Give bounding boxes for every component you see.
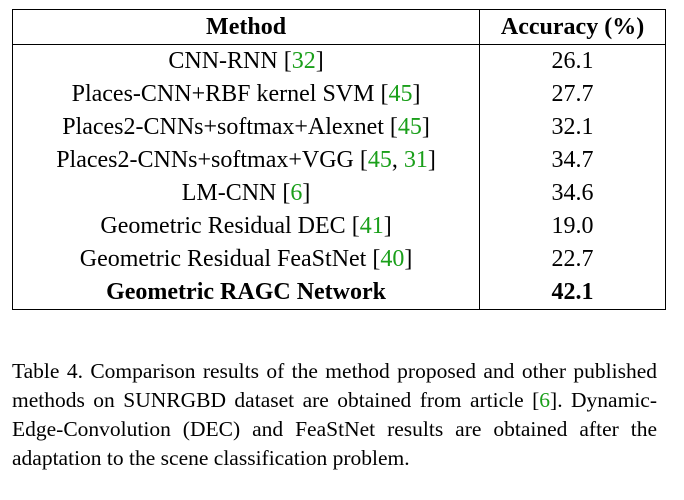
table-row: LM-CNN [6] 34.6 — [12, 177, 666, 210]
method-cell: Places2-CNNs+softmax+Alexnet [45] — [12, 111, 481, 144]
accuracy-cell: 19.0 — [551, 213, 594, 239]
accuracy-cell: 22.7 — [551, 246, 594, 272]
method-cell: CNN-RNN [32] — [12, 44, 481, 78]
method-column-header: Method — [12, 9, 481, 45]
table-body: CNN-RNN [32] 26.1 Places-CNN+RBF kernel SV… — [12, 44, 666, 310]
method-name: Places2-CNNs+softmax+VGG — [56, 147, 354, 173]
accuracy-cell: 26.1 — [551, 48, 594, 74]
method-name: Geometric RAGC Network — [106, 279, 386, 305]
method-name: Geometric Residual DEC — [100, 213, 346, 239]
table-row: Places-CNN+RBF kernel SVM [45] 27.7 — [12, 78, 666, 111]
table-caption: Table 4. Comparison results of the metho… — [12, 357, 657, 473]
caption-citation-link[interactable]: 6 — [539, 387, 551, 412]
accuracy-cell: 42.1 — [551, 279, 594, 305]
accuracy-cell: 32.1 — [551, 114, 594, 140]
method-cell: Places2-CNNs+softmax+VGG [45, 31] — [12, 144, 481, 177]
citation-link[interactable]: 32 — [291, 48, 316, 74]
table-row: Geometric RAGC Network 42.1 — [12, 276, 666, 310]
accuracy-column-header: Accuracy (%) — [500, 14, 645, 40]
table-header-row: Method Accuracy (%) — [12, 9, 666, 45]
method-name: CNN-RNN — [168, 48, 278, 74]
citation-link[interactable]: 45 — [397, 114, 422, 140]
accuracy-cell: 27.7 — [551, 81, 594, 107]
method-cell: Geometric Residual DEC [41] — [12, 210, 481, 243]
citation-link[interactable]: 41 — [359, 213, 384, 239]
table-row: Places2-CNNs+softmax+VGG [45, 31] 34.7 — [12, 144, 666, 177]
table-row: Places2-CNNs+softmax+Alexnet [45] 32.1 — [12, 111, 666, 144]
results-table: Method Accuracy (%) CNN-RNN [32] 26.1 Plac… — [12, 9, 666, 310]
method-cell: Places-CNN+RBF kernel SVM [45] — [12, 78, 481, 111]
table-row: CNN-RNN [32] 26.1 — [12, 44, 666, 78]
table-row: Geometric Residual FeaStNet [40] 22.7 — [12, 243, 666, 276]
method-name: Places-CNN+RBF kernel SVM — [71, 81, 375, 107]
citation-link[interactable]: 45 — [367, 147, 392, 173]
method-cell: Geometric RAGC Network — [12, 276, 481, 310]
citation-link[interactable]: 45 — [388, 81, 413, 107]
citation-link[interactable]: 40 — [380, 246, 405, 272]
method-name: LM-CNN — [181, 180, 277, 206]
method-name: Geometric Residual FeaStNet — [79, 246, 367, 272]
method-cell: Geometric Residual FeaStNet [40] — [12, 243, 481, 276]
method-cell: LM-CNN [6] — [12, 177, 481, 210]
caption-text-1: Table 4. Comparison results of the metho… — [12, 358, 657, 412]
caption-text-2: ]. Dynamic-Edge-Convolution (DEC) and Fe… — [12, 387, 657, 470]
citation-link[interactable]: 6 — [290, 180, 303, 206]
accuracy-cell: 34.6 — [551, 180, 594, 206]
table-row: Geometric Residual DEC [41] 19.0 — [12, 210, 666, 243]
citation-link[interactable]: 31 — [403, 147, 428, 173]
method-name: Places2-CNNs+softmax+Alexnet — [62, 114, 384, 140]
accuracy-cell: 34.7 — [551, 147, 594, 173]
